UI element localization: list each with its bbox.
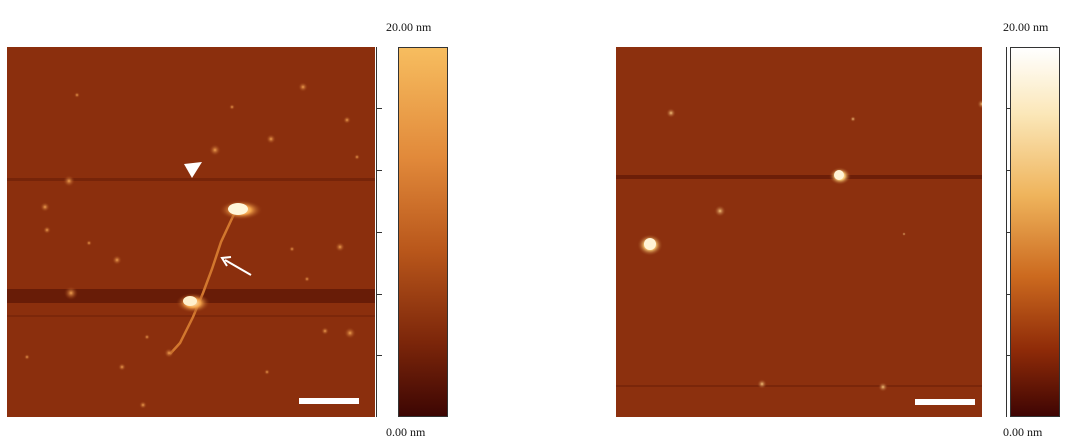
colorbar-tick [1006,355,1012,356]
colorbar-tick [1006,108,1012,109]
colorbar-max-label: 20.00 nm [386,20,432,34]
white-arrow-icon [220,256,252,276]
colorbar-max-label: 20.00 nm [1003,20,1049,34]
afm-topography-right [616,47,982,417]
colorbar-tick [1006,170,1012,171]
scale-bar [299,398,359,404]
colorbar-min-label: 0.00 nm [386,425,426,439]
white-triangle-marker-icon [184,162,202,178]
colorbar-tick [376,232,382,233]
colorbar-tick [1006,232,1012,233]
colorbar-left [398,47,448,417]
colorbar-tick [376,294,382,295]
colorbar-gradient [398,47,448,417]
colorbar-tick [376,108,382,109]
colorbar-right [1010,47,1060,417]
scale-bar [915,399,975,405]
afm-height-image-right [616,47,982,417]
colorbar-min-label: 0.00 nm [1003,425,1043,439]
colorbar-tick [376,170,382,171]
colorbar-tick [376,355,382,356]
colorbar-gradient [1010,47,1060,417]
colorbar-tick [1006,294,1012,295]
afm-topography-left [7,47,375,417]
afm-panel-right: 20.00 nm 0.00 nm [610,0,1080,448]
afm-height-image-left [7,47,375,417]
afm-panel-left: 20.00 nm 0.00 nm [7,20,448,439]
